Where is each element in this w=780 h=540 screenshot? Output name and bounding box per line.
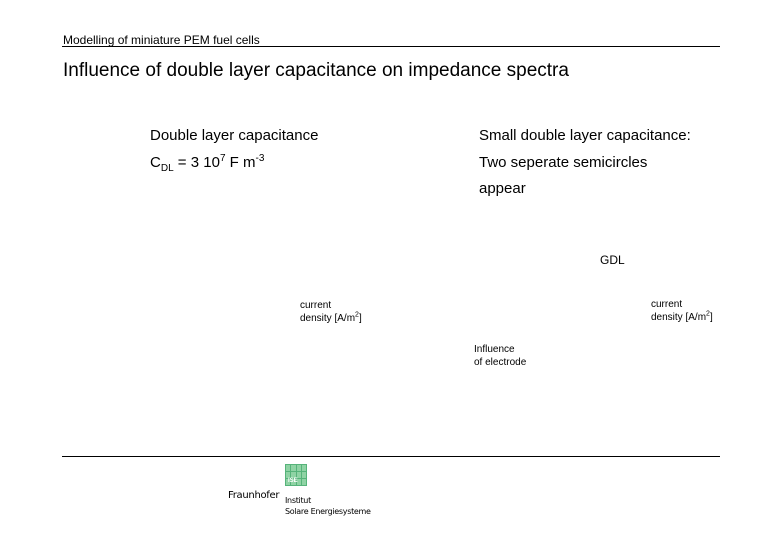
- cdl-subscript: DL: [160, 163, 174, 174]
- influence-label-line1: Influence: [474, 344, 515, 355]
- cdl-formula: CDL = 3 107 F m-3: [150, 153, 265, 174]
- header-title: Modelling of miniature PEM fuel cells: [63, 33, 260, 47]
- influence-label: Influence of electrode: [474, 343, 526, 369]
- left-axis-label: current density [A/m2]: [300, 299, 362, 325]
- double-layer-heading: Double layer capacitance: [150, 127, 319, 144]
- logo-mark-icon: [285, 464, 307, 486]
- left-axis-label-line2: density [A/m2]: [300, 311, 362, 324]
- logo-mark-text: ISE: [288, 478, 298, 484]
- cdl-unit: F m: [225, 154, 256, 171]
- cdl-unit-exponent: -3: [255, 153, 265, 164]
- right-axis-label-line1: current: [651, 299, 683, 310]
- cdl-symbol: C: [150, 154, 161, 171]
- cdl-value: = 3 10: [173, 154, 220, 171]
- influence-label-line2: of electrode: [474, 357, 527, 368]
- logo-institute: Institut Solare Energiesysteme: [285, 496, 371, 516]
- footer-divider: [62, 456, 720, 457]
- appear-line: appear: [479, 180, 526, 197]
- left-axis-label-line1: current: [300, 300, 332, 311]
- gdl-label: GDL: [600, 253, 625, 267]
- logo-brand: Fraunhofer: [228, 490, 280, 501]
- header-divider: [62, 46, 720, 47]
- slide-title: Influence of double layer capacitance on…: [63, 60, 569, 81]
- small-capacitance-line: Small double layer capacitance:: [479, 127, 691, 144]
- right-axis-label: current density [A/m2]: [651, 298, 713, 324]
- cdl-exponent: 7: [219, 153, 226, 164]
- semicircles-line: Two seperate semicircles: [479, 154, 648, 171]
- right-axis-label-line2: density [A/m2]: [651, 310, 713, 323]
- fraunhofer-ise-logo: ISE Fraunhofer Institut Solare Energiesy…: [228, 464, 388, 520]
